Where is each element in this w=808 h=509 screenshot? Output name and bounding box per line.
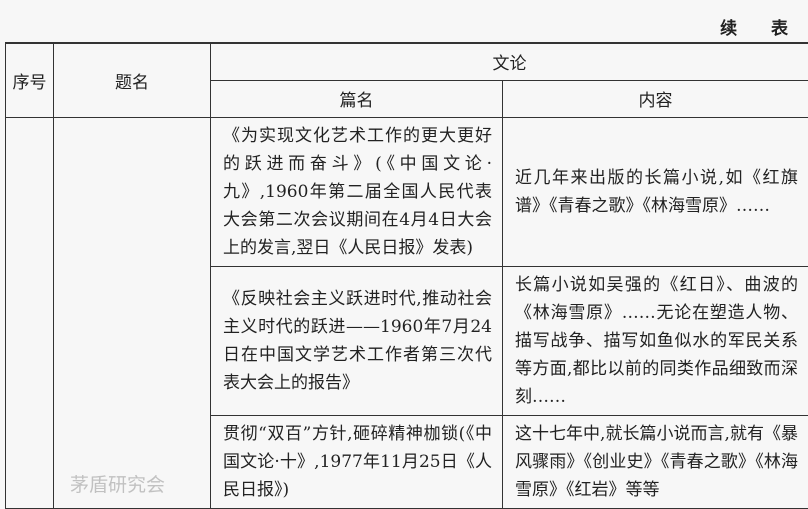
header-title: 题名 [54,43,211,117]
header-wenlun: 文论 [211,43,808,80]
watermark: 茅盾研究会 [70,470,165,497]
content-cell: 长篇小说如吴强的《红日》、曲波的《林海雪原》……无论在塑造人物、描写战争、描写如… [503,266,808,415]
header-piece: 篇名 [211,80,503,117]
piece-cell: 《为实现文化艺术工作的更大更好的跃进而奋斗》(《中国文论·九》,1960年第二届… [211,117,503,266]
piece-cell: 《反映社会主义跃进时代,推动社会主义时代的跃进——1960年7月24日在中国文学… [211,266,503,415]
table-row: 《为实现文化艺术工作的更大更好的跃进而奋斗》(《中国文论·九》,1960年第二届… [6,117,808,266]
no-cell [6,117,54,508]
header-content: 内容 [503,80,808,117]
content-cell: 近几年来出版的长篇小说,如《红旗谱》《青春之歌》《林海雪原》…… [503,117,808,266]
continued-label: 续 表 [720,14,802,39]
header-no: 序号 [6,43,54,117]
title-cell [54,117,211,508]
piece-cell: 贯彻“双百”方针,砸碎精神枷锁(《中国文论·十》,1977年11月25日《人民日… [211,415,503,508]
literature-table: 序号 题名 文论 篇名 内容 《为实现文化艺术工作的更大更好的跃进而奋斗》(《中… [5,42,808,509]
content-cell: 这十七年中,就长篇小说而言,就有《暴风骤雨》《创业史》《青春之歌》《林海雪原》《… [503,415,808,508]
